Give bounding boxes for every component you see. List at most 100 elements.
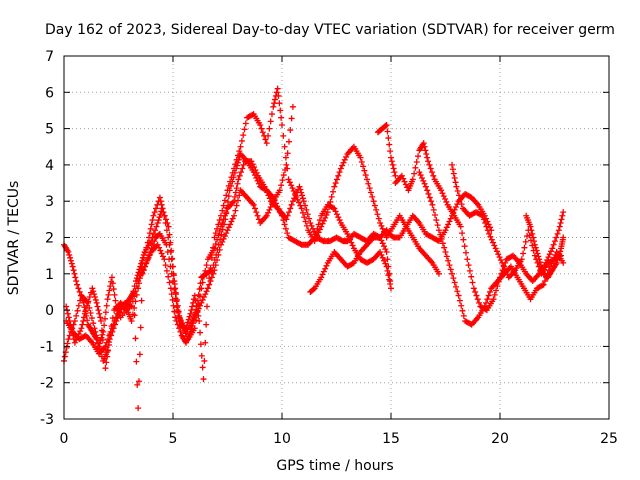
data-point: [453, 183, 460, 190]
data-point: [331, 205, 338, 212]
data-point: [233, 185, 240, 192]
data-point: [211, 234, 218, 241]
series-track-e: [63, 103, 296, 357]
data-point: [385, 135, 392, 142]
data-point: [456, 297, 463, 304]
data-point: [139, 269, 146, 276]
data-point: [278, 182, 285, 189]
data-point: [115, 307, 122, 314]
data-point: [320, 268, 327, 275]
data-point: [459, 307, 466, 314]
data-point: [558, 216, 565, 223]
data-point: [171, 286, 178, 293]
data-point: [140, 266, 147, 273]
data-point: [532, 244, 539, 251]
data-point: [211, 267, 218, 274]
data-point: [145, 254, 152, 261]
data-point: [333, 176, 340, 183]
data-point: [433, 217, 440, 224]
data-point: [189, 323, 196, 330]
data-point: [168, 291, 175, 298]
data-point: [529, 230, 536, 237]
data-point: [362, 172, 369, 179]
data-point: [158, 201, 165, 208]
data-point: [323, 262, 330, 269]
data-point: [167, 263, 174, 270]
data-point: [339, 162, 346, 169]
data-point: [539, 267, 546, 274]
data-point: [518, 256, 525, 263]
data-point: [469, 279, 476, 286]
data-point: [294, 196, 301, 203]
data-point: [482, 219, 489, 226]
data-point: [452, 283, 459, 290]
data-point: [521, 244, 528, 251]
data-point: [253, 174, 260, 181]
data-point: [332, 208, 339, 215]
data-point: [536, 256, 543, 263]
data-point: [282, 154, 289, 161]
data-point: [220, 202, 227, 209]
data-point: [332, 180, 339, 187]
data-point: [490, 239, 497, 246]
data-point: [439, 240, 446, 247]
data-point: [549, 245, 556, 252]
data-point: [148, 249, 155, 256]
data-point: [285, 176, 292, 183]
data-point: [402, 181, 409, 188]
data-point: [307, 219, 314, 226]
data-point: [176, 325, 183, 332]
data-point: [331, 183, 338, 190]
data-point: [382, 246, 389, 253]
data-point: [474, 296, 481, 303]
data-point: [499, 259, 506, 266]
x-tick-label: 20: [491, 431, 509, 447]
data-point: [177, 328, 184, 335]
data-point: [268, 111, 275, 118]
data-point: [377, 249, 384, 256]
data-point: [104, 296, 111, 303]
data-point: [112, 297, 119, 304]
data-point: [189, 303, 196, 310]
data-point: [76, 288, 83, 295]
data-point: [289, 103, 296, 110]
data-point: [112, 314, 119, 321]
data-point: [212, 230, 219, 237]
data-point: [560, 234, 567, 241]
data-point: [156, 214, 163, 221]
data-point: [278, 114, 285, 121]
data-point: [165, 273, 172, 280]
data-point: [227, 178, 234, 185]
data-point: [422, 183, 429, 190]
data-point: [373, 206, 380, 213]
data-point: [71, 339, 78, 346]
data-point: [93, 299, 100, 306]
data-point: [232, 189, 239, 196]
data-point: [266, 206, 273, 213]
data-point: [174, 321, 181, 328]
data-point: [322, 214, 329, 221]
data-point: [196, 286, 203, 293]
data-point: [289, 198, 296, 205]
data-point: [330, 188, 337, 195]
data-point: [556, 251, 563, 258]
data-point: [144, 257, 151, 264]
data-point: [268, 201, 275, 208]
data-point: [315, 221, 322, 228]
data-point: [106, 332, 113, 339]
data-point: [531, 238, 538, 245]
data-point: [223, 230, 230, 237]
data-point: [306, 215, 313, 222]
data-point: [191, 314, 198, 321]
data-point: [142, 249, 149, 256]
data-point: [275, 92, 282, 99]
data-point: [307, 288, 314, 295]
data-point: [333, 211, 340, 218]
data-point: [81, 310, 88, 317]
data-point: [80, 299, 87, 306]
data-point: [228, 174, 235, 181]
data-point: [534, 250, 541, 257]
data-point: [103, 302, 110, 309]
data-point: [84, 302, 91, 309]
data-point: [84, 317, 91, 324]
